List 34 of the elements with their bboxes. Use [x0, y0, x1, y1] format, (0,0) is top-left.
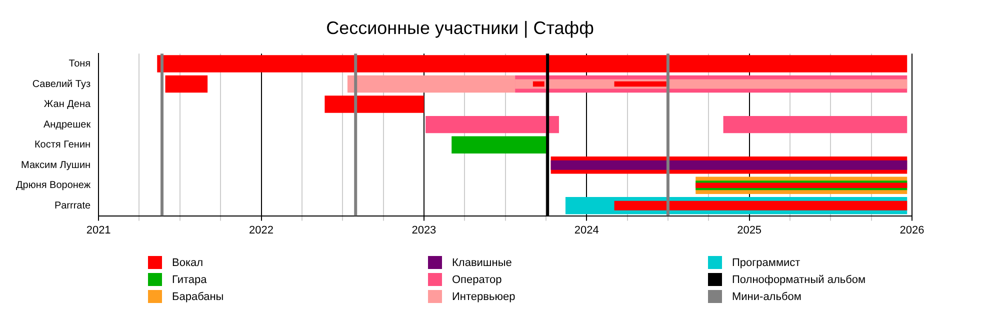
- y-tick-label: Савелий Туз: [32, 78, 91, 90]
- legend-label: Полноформатный альбом: [732, 274, 866, 286]
- y-tick-label: Тоня: [68, 58, 91, 70]
- x-tick-label: 2022: [249, 224, 274, 236]
- legend-label: Мини-альбом: [732, 290, 802, 302]
- x-tick-label: 2026: [900, 224, 924, 236]
- x-tick-label: 2023: [412, 224, 436, 236]
- legend-label: Оператор: [452, 274, 502, 286]
- legend-label: Интервьюер: [452, 290, 516, 302]
- legend-label: Программист: [732, 256, 800, 268]
- bar: [723, 116, 908, 134]
- legend-label: Барабаны: [172, 290, 224, 302]
- bar: [614, 81, 666, 87]
- bar: [324, 96, 424, 113]
- bar: [696, 182, 908, 188]
- chart-title: Сессионные участники | Стафф: [326, 18, 594, 38]
- legend-label: Клавишные: [452, 256, 512, 268]
- bar: [452, 136, 548, 154]
- y-tick-label: Дрюня Воронеж: [16, 180, 91, 192]
- y-tick-label: Максим Лушин: [21, 160, 91, 171]
- bar: [532, 81, 544, 87]
- bar: [426, 116, 559, 134]
- x-tick-label: 2025: [737, 224, 762, 236]
- y-tick-label: Жан Дена: [44, 99, 91, 110]
- legend-label: Вокал: [172, 256, 204, 268]
- bar: [165, 75, 208, 93]
- bar: [157, 55, 908, 72]
- y-tick-label: Костя Генин: [34, 140, 91, 151]
- legend-label: Гитара: [172, 274, 207, 286]
- y-tick-label: Андрешек: [43, 119, 92, 130]
- bar: [550, 160, 908, 170]
- x-tick-label: 2021: [86, 224, 111, 236]
- x-tick-label: 2024: [574, 224, 599, 236]
- y-tick-label: Parrrate: [54, 200, 91, 212]
